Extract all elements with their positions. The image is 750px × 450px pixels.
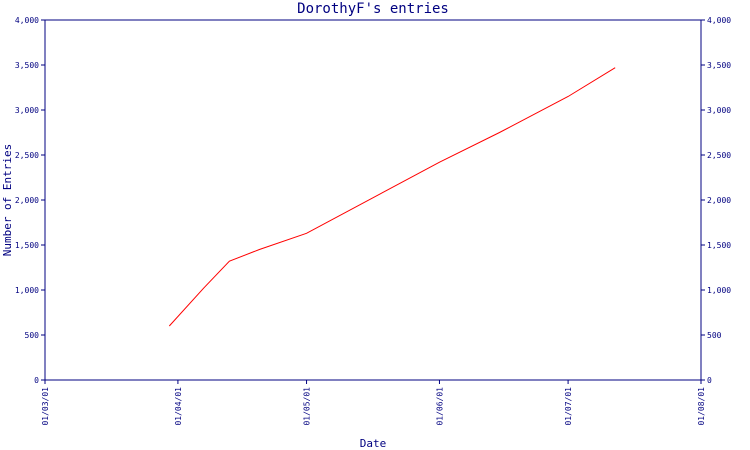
y-tick-label-left: 1,000: [15, 286, 39, 295]
y-tick-label-left: 3,000: [15, 106, 39, 115]
y-tick-label-right: 3,500: [707, 61, 731, 70]
series-layer: [168, 67, 616, 327]
y-tick-label-right: 4,000: [707, 16, 731, 25]
x-tick-label: 01/03/01: [41, 387, 50, 426]
plot-frame: [44, 19, 702, 381]
y-tick-label-left: 2,000: [15, 196, 39, 205]
y-tick-label-left: 500: [25, 331, 40, 340]
x-tick-label: 01/04/01: [174, 387, 183, 426]
y-tick-label-right: 3,000: [707, 106, 731, 115]
y-tick-label-left: 0: [34, 376, 39, 385]
x-axis-label: Date: [360, 437, 387, 450]
y-tick-label-right: 1,500: [707, 241, 731, 250]
y-tick-label-right: 1,000: [707, 286, 731, 295]
x-axis: 01/03/01 01/04/01 01/05/01 01/06/01 01/07/01…: [41, 380, 706, 426]
y-tick-label-right: 2,000: [707, 196, 731, 205]
y-tick-label-left: 2,500: [15, 151, 39, 160]
x-tick-label: 01/08/01: [697, 387, 706, 426]
plot-area: [44, 19, 702, 381]
y-tick-label-right: 500: [707, 331, 722, 340]
y-axis-left: 0 500 1,000 1,500 2,000 2,500 3,000 3,500 4,000: [15, 16, 45, 385]
x-tick-label: 01/07/01: [564, 387, 573, 426]
y-axis-label: Number of Entries: [1, 144, 14, 257]
x-tick-label: 01/06/01: [435, 387, 444, 426]
y-axis-right: 0 500 1,000 1,500 2,000 2,500 3,000 3,500 4,000: [701, 16, 731, 385]
y-tick-label-right: 0: [707, 376, 712, 385]
y-tick-label-right: 2,500: [707, 151, 731, 160]
chart-title: DorothyF's entries: [297, 1, 449, 17]
y-tick-label-left: 4,000: [15, 16, 39, 25]
y-tick-label-left: 1,500: [15, 241, 39, 250]
x-tick-label: 01/05/01: [303, 387, 312, 426]
y-tick-label-left: 3,500: [15, 61, 39, 70]
series-line: [168, 67, 616, 327]
